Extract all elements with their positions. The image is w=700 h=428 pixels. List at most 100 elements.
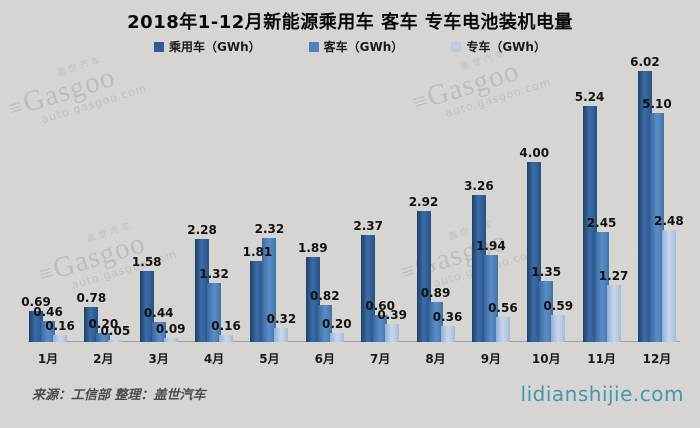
site-credit: lidianshijie.com <box>520 382 684 406</box>
legend-label-passenger: 乘用车（GWh） <box>169 40 261 54</box>
x-axis-line <box>28 341 680 342</box>
bar-special-m6 <box>329 333 344 342</box>
bar-passenger-m1 <box>29 310 43 342</box>
bar-special-m12 <box>661 230 676 342</box>
bar-value-label-special-m9: 0.56 <box>488 300 518 315</box>
bar-passenger-m6 <box>305 256 320 342</box>
legend-swatch-special-icon <box>451 41 462 52</box>
plot-area: 0.69 0.46 0.16 1月 0.78 0.20 0.05 2月 1.58 0.44 0.09… <box>21 55 684 366</box>
bar-value-label-passenger-m5: 1.81 <box>242 244 273 259</box>
bar-value-label-passenger-m1: 0.69 <box>21 294 51 309</box>
bar-value-label-special-m11: 1.27 <box>598 268 629 283</box>
bar-value-label-bus-m8: 0.89 <box>420 285 451 300</box>
bar-value-label-passenger-m8: 2.92 <box>408 194 439 209</box>
bar-value-label-bus-m10: 1.35 <box>531 265 562 280</box>
bar-value-label-special-m1: 0.16 <box>45 318 75 333</box>
bar-special-m2 <box>108 339 123 342</box>
x-tick-label-m10: 10月 <box>531 352 561 366</box>
legend-swatch-passenger-icon <box>154 41 165 52</box>
bar-value-label-special-m4: 0.16 <box>211 318 241 333</box>
bar-passenger-m9 <box>471 195 486 342</box>
bar-bus-m10 <box>539 281 554 342</box>
bar-passenger-m2 <box>84 306 99 342</box>
bar-bus-m9 <box>483 254 498 342</box>
bar-bus-m11 <box>594 231 609 342</box>
x-tick-label-m1: 1月 <box>37 352 59 366</box>
bar-bus-m5 <box>262 237 277 342</box>
bar-value-label-special-m3: 0.09 <box>155 321 186 336</box>
x-tick-label-m4: 4月 <box>203 352 225 366</box>
x-tick-label-m3: 3月 <box>148 352 169 366</box>
chart-title: 2018年1-12月新能源乘用车 客车 专车电池装机电量 <box>127 12 573 33</box>
bar-value-label-bus-m2: 0.20 <box>88 317 119 331</box>
bar-value-label-bus-m6: 0.82 <box>309 289 340 304</box>
bar-special-m7 <box>385 324 400 342</box>
bar-bus-m2 <box>96 333 111 342</box>
bar-value-label-bus-m11: 2.45 <box>586 215 617 230</box>
bar-passenger-m4 <box>195 239 210 342</box>
bar-value-label-passenger-m7: 2.37 <box>353 219 383 234</box>
bar-value-label-bus-m1: 0.46 <box>33 305 63 320</box>
bar-bus-m7 <box>373 315 388 342</box>
bar-passenger-m10 <box>527 162 542 342</box>
bar-value-label-passenger-m2: 0.78 <box>76 290 107 305</box>
bar-bus-m12 <box>649 112 664 342</box>
x-tick-label-m2: 2月 <box>93 352 114 366</box>
bar-special-m1 <box>53 334 67 342</box>
bar-value-label-passenger-m4: 2.28 <box>187 223 217 238</box>
bar-special-m11 <box>606 284 621 342</box>
x-tick-label-m8: 8月 <box>425 352 446 366</box>
x-tick-label-m7: 7月 <box>369 352 391 366</box>
x-tick-label-m6: 6月 <box>314 352 335 366</box>
bar-special-m4 <box>219 334 234 342</box>
bar-bus-m8 <box>428 301 443 342</box>
bar-bus-m4 <box>207 282 222 342</box>
bar-bus-m3 <box>151 322 166 342</box>
bar-special-m3 <box>163 337 178 342</box>
bar-special-m8 <box>440 325 455 342</box>
legend-label-bus: 客车（GWh） <box>323 40 404 54</box>
bar-value-label-bus-m7: 0.60 <box>365 299 395 313</box>
x-tick-label-m9: 9月 <box>480 352 502 366</box>
bar-bus-m6 <box>317 305 332 342</box>
bar-value-label-passenger-m3: 1.58 <box>131 254 162 269</box>
bar-value-label-special-m5: 0.32 <box>266 311 297 326</box>
source-note: 来源：工信部 整理：盖世汽车 <box>32 388 206 403</box>
bar-passenger-m12 <box>637 71 652 342</box>
bar-value-label-special-m12: 2.48 <box>654 214 684 229</box>
bar-value-label-special-m7: 0.39 <box>377 308 407 323</box>
bar-value-label-bus-m5: 2.32 <box>254 221 285 236</box>
x-tick-label-m11: 11月 <box>587 352 616 366</box>
legend-item-special: 专车（GWh） <box>451 38 546 55</box>
bar-value-label-bus-m4: 1.32 <box>199 266 229 281</box>
bar-bus-m1 <box>41 321 55 342</box>
bar-passenger-m8 <box>416 210 431 342</box>
legend-item-passenger: 乘用车（GWh） <box>154 38 261 55</box>
bar-value-label-passenger-m12: 6.02 <box>630 55 660 70</box>
bar-special-m10 <box>551 315 566 342</box>
x-tick-label-m12: 12月 <box>642 352 672 366</box>
bar-value-label-passenger-m6: 1.89 <box>297 240 328 255</box>
bar-value-label-passenger-m10: 4.00 <box>519 146 550 160</box>
legend-item-bus: 客车（GWh） <box>308 38 404 55</box>
bar-value-label-passenger-m11: 5.24 <box>574 90 605 105</box>
bar-value-label-special-m8: 0.36 <box>432 309 463 324</box>
bar-value-label-bus-m9: 1.94 <box>476 238 506 253</box>
bar-value-label-special-m10: 0.59 <box>543 299 574 314</box>
gasgoo-logo-glyph-icon: ≡ <box>5 93 28 123</box>
bar-passenger-m5 <box>250 260 265 342</box>
chart-legend: 乘用车（GWh） 客车（GWh） 专车（GWh） <box>0 38 700 55</box>
bar-special-m5 <box>274 327 289 342</box>
bar-value-label-special-m2: 0.05 <box>100 323 131 338</box>
bar-passenger-m3 <box>139 270 154 342</box>
bar-value-label-passenger-m9: 3.26 <box>464 179 494 194</box>
bar-passenger-m7 <box>361 235 376 342</box>
x-tick-label-m5: 5月 <box>259 352 280 366</box>
legend-label-special: 专车（GWh） <box>466 40 546 54</box>
bar-special-m9 <box>495 316 510 342</box>
bar-value-label-special-m6: 0.20 <box>321 317 352 331</box>
bar-value-label-bus-m12: 5.10 <box>642 96 672 111</box>
bar-passenger-m11 <box>582 106 597 342</box>
legend-swatch-bus-icon <box>308 41 319 52</box>
